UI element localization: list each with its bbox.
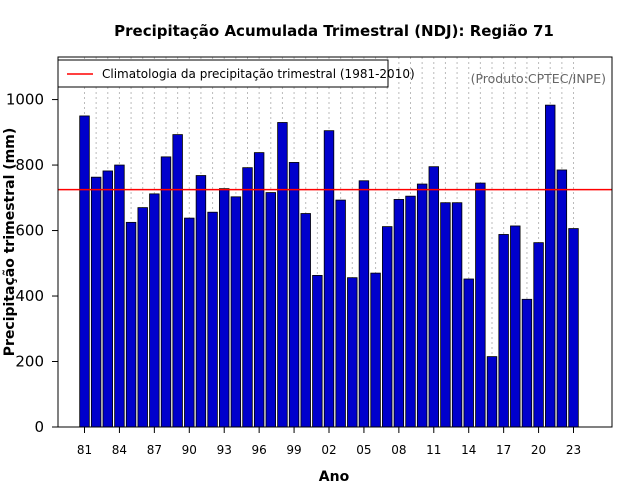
y-tick-label: 800: [15, 156, 44, 174]
bar-2004: [347, 277, 358, 428]
x-axis-label: Ano: [319, 469, 350, 485]
bar-2000: [300, 213, 311, 428]
legend-box: [57, 59, 389, 88]
bar-2013: [451, 202, 463, 428]
x-tick-label: 87: [147, 443, 162, 457]
bar-2006: [370, 272, 381, 428]
y-tick-label: 400: [15, 287, 44, 305]
bar-2020: [533, 242, 544, 428]
x-tick-label: 84: [112, 443, 127, 457]
y-tick-label: 600: [15, 222, 44, 240]
plot-frame: [57, 56, 613, 428]
bar-1999: [288, 162, 300, 428]
bar-1988: [160, 156, 172, 428]
chart-title: Precipitação Acumulada Trimestral (NDJ):…: [114, 22, 554, 40]
x-tick-label: 11: [426, 443, 441, 457]
x-tick-label: 90: [182, 443, 197, 457]
bar-2019: [521, 298, 533, 428]
bar-1987: [149, 193, 160, 428]
bar-1982: [90, 176, 102, 428]
bar-2017: [498, 234, 509, 428]
x-tick-label: 14: [461, 443, 476, 457]
bar-2011: [428, 166, 439, 428]
bar-2012: [440, 202, 451, 428]
bar-1986: [137, 207, 148, 428]
x-axis: 81 84 87 90 93 96 99 02 05 08 11 14 17 20 23: [77, 427, 581, 457]
y-tick-label: 200: [15, 353, 44, 371]
bar-2023: [568, 228, 579, 428]
bar-2022: [556, 169, 568, 428]
bar-1993: [219, 188, 230, 428]
source-note: (Produto:CPTEC/INPE): [471, 71, 606, 86]
bar-2014: [463, 278, 474, 428]
x-tick-label: 81: [77, 443, 92, 457]
bar-2010: [416, 183, 428, 428]
bar-2021: [545, 104, 556, 428]
x-tick-label: 08: [391, 443, 406, 457]
y-tick-label: 0: [34, 418, 44, 436]
bar-1996: [253, 152, 265, 428]
bar-1992: [207, 211, 218, 428]
bar-2005: [358, 180, 370, 428]
x-tick-label: 17: [496, 443, 511, 457]
bar-2015: [475, 182, 486, 428]
x-tick-label: 05: [356, 443, 371, 457]
y-axis-label: Precipitação trimestral (mm): [2, 128, 18, 356]
bar-1989: [172, 134, 183, 428]
x-tick-label: 99: [286, 443, 301, 457]
bar-1994: [230, 196, 242, 428]
y-axis: 0 200 400 600 800 1000: [6, 91, 58, 436]
bar-2018: [510, 225, 521, 428]
x-tick-label: 23: [566, 443, 581, 457]
bar-2001: [312, 274, 323, 428]
bars-group: [79, 104, 579, 428]
x-tick-label: 20: [531, 443, 546, 457]
bar-1981: [79, 115, 90, 428]
bar-2002: [323, 130, 335, 428]
bar-1997: [265, 192, 276, 428]
bar-2016: [486, 356, 498, 428]
legend: Climatologia da precipitação trimestral …: [57, 59, 415, 88]
bar-1998: [277, 122, 288, 428]
x-tick-label: 02: [321, 443, 336, 457]
bar-2007: [382, 226, 393, 428]
bar-1990: [184, 217, 195, 428]
legend-label: Climatologia da precipitação trimestral …: [102, 67, 415, 81]
bar-1995: [242, 167, 253, 428]
bar-1983: [102, 170, 113, 428]
bar-1991: [195, 175, 207, 428]
bar-1985: [125, 221, 137, 428]
x-tick-label: 93: [217, 443, 232, 457]
y-tick-label: 1000: [6, 91, 44, 109]
bar-2003: [335, 199, 346, 428]
bar-2008: [393, 199, 405, 428]
x-tick-label: 96: [252, 443, 267, 457]
bar-2009: [405, 195, 416, 428]
bar-1984: [114, 164, 125, 428]
